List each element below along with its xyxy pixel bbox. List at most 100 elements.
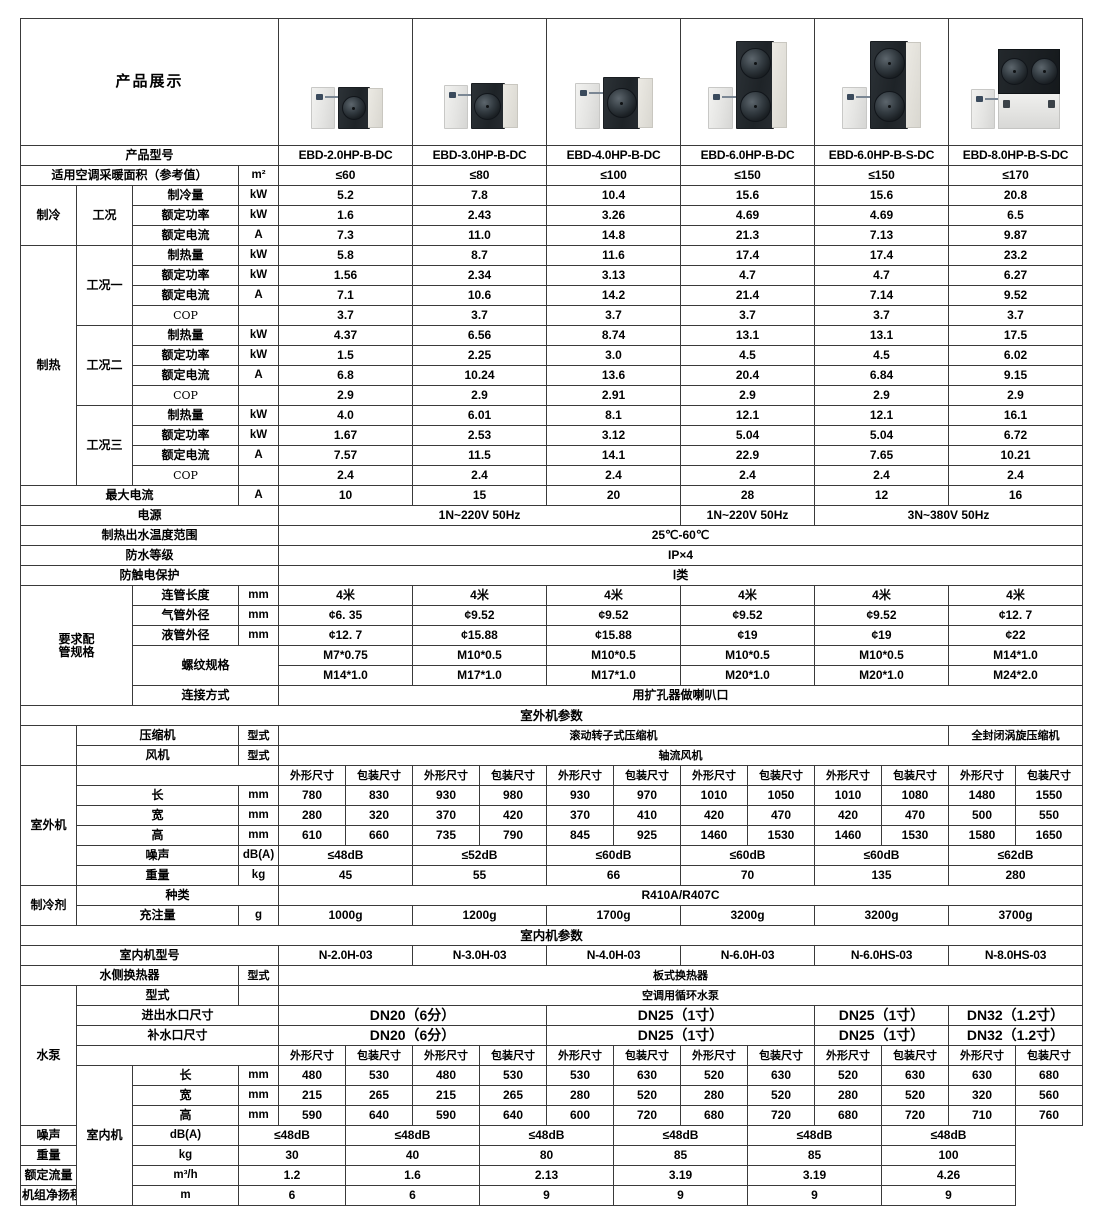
gas-pipe-1: ¢9.52 [412,605,548,626]
heating-section-label: 制热 [20,245,77,486]
outdoor-section-title: 室外机参数 [19,705,1084,726]
indoor-dim-blank [75,1045,280,1066]
indoor-height-6: 680 [680,1105,749,1126]
waterproof-row: 防水等级 IP×4 [19,545,1084,566]
heating-c1-current-unit: A [237,285,280,306]
indoor-weight-row: 重量 kg 30 40 80 85 85 100 [20,1145,1083,1166]
heating-condition2-label: 工况二 [76,325,133,406]
heating-c2-cop-1: 2.9 [412,385,548,406]
indoor-model-4: N-6.0HS-03 [814,945,950,966]
outdoor-weight-5: 280 [948,865,1084,886]
liquid-pipe-0: ¢12. 7 [278,625,414,646]
head-2: 9 [479,1185,615,1206]
outdoor-dim-header-row: 室外机 外形尺寸 包装尺寸 外形尺寸 包装尺寸 外形尺寸 包装尺寸 外形尺寸 包… [20,765,1084,886]
pump-type-row: 水泵 型式 空调用循环水泵 [20,985,1084,1126]
max-current-label: 最大电流 [20,485,239,506]
heating-c3-power-2: 3.12 [546,425,682,446]
indoor-section-banner-row: 室内机参数 [19,925,1084,946]
heat-exchanger-label: 水侧换热器 [20,965,239,986]
refrigerant-charge-2: 1700g [546,905,682,926]
outdoor-weight-0: 45 [278,865,414,886]
heat-exchanger-type-label: 型式 [237,965,280,986]
heating-c3-current-1: 11.5 [412,445,548,466]
heating-c2-cop-0: 2.9 [278,385,414,406]
gas-pipe-2: ¢9.52 [546,605,682,626]
thread-a-3: M10*0.5 [680,645,816,666]
gas-pipe-0: ¢6. 35 [278,605,414,626]
heating-c1-cop-0: 3.7 [278,305,414,326]
outdoor-height-7: 1530 [747,825,816,846]
compressor-type-label: 型式 [237,725,280,746]
indoor-length-4: 530 [546,1065,615,1086]
heating-c2-power-row: 额定功率 kW 1.5 2.25 3.0 4.5 4.5 6.02 [21,345,1084,366]
connect-method-row: 连接方式 用扩孔器做喇叭口 [21,685,1084,706]
model-4: EBD-6.0HP-B-S-DC [814,145,950,166]
shock-protection-row: 防触电保护 Ⅰ类 [19,565,1084,586]
inout-port-dn32: DN32（1.2寸） [948,1005,1084,1026]
heating-c3-power-3: 5.04 [680,425,816,446]
max-current-0: 10 [278,485,414,506]
heating-c2-power-1: 2.25 [412,345,548,366]
heating-c1-current-5: 9.52 [948,285,1084,306]
outdoor-width-7: 470 [747,805,816,826]
product-image-3 [680,18,816,146]
heating-c1-capacity-2: 11.6 [546,245,682,266]
refill-port-dn20: DN20（6分） [278,1025,548,1046]
pipe-length-label: 连管长度 [132,585,239,606]
liquid-pipe-1: ¢15.88 [412,625,548,646]
indoor-model-5: N-8.0HS-03 [948,945,1084,966]
heating-c2-capacity-unit: kW [237,325,280,346]
indoor-width-10: 320 [948,1085,1017,1106]
outdoor-width-9: 470 [881,805,950,826]
heating-c1-current-row: 额定电流 A 7.1 10.6 14.2 21.4 7.14 9.52 [21,285,1084,306]
outdoor-dim-package-3: 包装尺寸 [747,765,816,786]
refill-port-dn32: DN32（1.2寸） [948,1025,1084,1046]
heating-c1-cop-2: 3.7 [546,305,682,326]
indoor-width-6: 280 [680,1085,749,1106]
heating-c1-capacity-1: 8.7 [412,245,548,266]
indoor-dim-package-2: 包装尺寸 [613,1045,682,1066]
outdoor-width-11: 550 [1015,805,1084,826]
outdoor-height-unit: mm [237,825,280,846]
cooling-condition-label: 工况 [76,185,133,246]
heating-c3-cop-4: 2.4 [814,465,950,486]
compressor-row: 压缩机 型式 滚动转子式压缩机 全封闭涡旋压缩机 [20,725,1084,766]
indoor-width-2: 215 [412,1085,481,1106]
heating-c3-cop-2: 2.4 [546,465,682,486]
heating-c2-power-5: 6.02 [948,345,1084,366]
outdoor-dim-outline-1: 外形尺寸 [412,765,481,786]
cooling-power-1: 2.43 [412,205,548,226]
pump-type-label: 型式 [76,985,239,1006]
indoor-width-8: 280 [814,1085,883,1106]
refrigerant-charge-3: 3200g [680,905,816,926]
liquid-pipe-3: ¢19 [680,625,816,646]
inout-port-dn25-b: DN25（1寸） [814,1005,950,1026]
flow-3: 3.19 [613,1165,749,1186]
indoor-height-4: 600 [546,1105,615,1126]
heating-c2-power-unit: kW [237,345,280,366]
cooling-current-2: 14.8 [546,225,682,246]
heating-c3-power-5: 6.72 [948,425,1084,446]
outdoor-width-4: 370 [546,805,615,826]
model-3: EBD-6.0HP-B-DC [680,145,816,166]
heating-c2-power-2: 3.0 [546,345,682,366]
heating-c1-capacity-unit: kW [237,245,280,266]
outlet-temp-row: 制热出水温度范围 25℃-60℃ [19,525,1084,546]
outdoor-width-6: 420 [680,805,749,826]
inout-port-row: 进出水口尺寸 DN20（6分） DN25（1寸） DN25（1寸） DN32（1… [21,1005,1084,1026]
heating-c3-cop-0: 2.4 [278,465,414,486]
indoor-width-7: 520 [747,1085,816,1106]
cooling-current-unit: A [237,225,280,246]
heating-c3-capacity-4: 12.1 [814,405,950,426]
outdoor-length-2: 930 [412,785,481,806]
area-label: 适用空调采暖面积（参考值） [20,165,239,186]
indoor-model-0: N-2.0H-03 [278,945,414,966]
heating-c2-capacity-1: 6.56 [412,325,548,346]
heating-c1-current-0: 7.1 [278,285,414,306]
product-image-4 [814,18,950,146]
indoor-unit-icon [842,87,871,129]
heating-c1-cop-row: COP 3.7 3.7 3.7 3.7 3.7 3.7 [21,305,1084,326]
outdoor-noise-4: ≤60dB [814,845,950,866]
indoor-height-1: 640 [345,1105,414,1126]
indoor-width-1: 265 [345,1085,414,1106]
